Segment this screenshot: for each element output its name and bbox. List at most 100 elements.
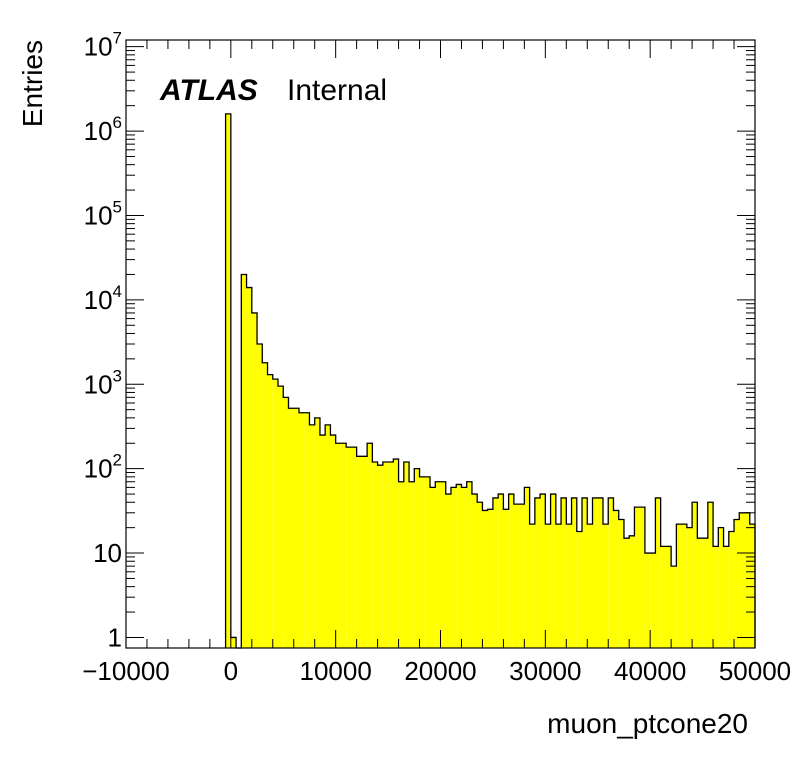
histogram-bar — [330, 435, 336, 648]
histogram-bar — [466, 481, 472, 648]
histogram-bar — [582, 497, 588, 648]
histogram-bar — [314, 417, 320, 648]
histogram-bar — [665, 546, 672, 648]
histogram-bar — [623, 538, 630, 648]
histogram-bar — [597, 497, 603, 648]
internal-label: Internal — [287, 74, 387, 107]
histogram-bar — [744, 512, 750, 648]
histogram-bar — [372, 461, 378, 648]
histogram-bar — [241, 274, 247, 648]
histogram-bar — [230, 637, 237, 648]
histogram-bar — [629, 535, 635, 648]
histogram-bar — [435, 481, 441, 648]
histogram-bar — [550, 494, 556, 648]
histogram-bar — [278, 386, 284, 648]
histogram-bar — [655, 497, 661, 648]
y-axis-title: Entries — [17, 40, 48, 127]
histogram-bar — [298, 412, 305, 648]
histogram-bar — [686, 527, 693, 648]
histogram-bar — [325, 424, 331, 648]
histogram-bar — [602, 524, 609, 648]
histogram-bar — [702, 538, 708, 648]
histogram-bar — [388, 461, 394, 648]
histogram-bar — [335, 443, 341, 648]
axis-ticks — [125, 40, 756, 648]
histogram-bar — [251, 312, 258, 648]
histogram-bar — [534, 497, 541, 648]
histogram-bar — [718, 527, 724, 648]
histogram-bar — [304, 412, 310, 648]
x-tick-label: 10000 — [300, 656, 372, 686]
histogram-bar — [561, 497, 567, 648]
histogram-bar — [519, 504, 525, 648]
histogram-bar — [246, 287, 252, 648]
histogram-bar — [728, 531, 735, 648]
x-tick-labels: −10000 0 10000 20000 30000 40000 50000 — [82, 656, 791, 686]
histogram-bar — [430, 487, 436, 648]
histogram-bar — [445, 494, 451, 648]
histogram-bar — [267, 374, 273, 648]
histogram-bar — [650, 553, 656, 648]
histogram-bar — [456, 484, 462, 648]
histogram-bar — [262, 362, 268, 648]
histogram-bar — [340, 443, 347, 648]
histogram-bar — [555, 524, 562, 648]
x-tick-label: 20000 — [404, 656, 476, 686]
histogram-bar — [508, 494, 514, 648]
y-tick-label: 10 — [93, 538, 122, 568]
histogram-bar — [450, 487, 457, 648]
histogram-bar — [414, 468, 420, 648]
histogram-bar — [482, 510, 488, 648]
histogram-bar — [351, 447, 357, 648]
histogram-bar — [393, 459, 399, 648]
histogram-bar — [734, 519, 740, 648]
histogram-bar — [419, 476, 425, 648]
histogram-bar — [492, 497, 499, 648]
histogram-bar — [545, 524, 551, 648]
atlas-label: ATLAS — [159, 74, 258, 107]
x-tick-label: 30000 — [509, 656, 581, 686]
histogram-bar — [272, 379, 279, 648]
histogram-bar — [293, 408, 299, 648]
histogram-bar — [319, 435, 326, 648]
y-tick-labels: 1 10 102 103 104 105 106 107 — [84, 29, 122, 653]
histogram-bar — [424, 476, 431, 648]
histogram-bar — [471, 494, 478, 648]
histogram-bar — [723, 546, 729, 648]
histogram-bar — [477, 502, 483, 648]
histogram-bar — [529, 524, 535, 648]
histogram-bar — [571, 497, 577, 648]
y-tick-label: 106 — [84, 113, 122, 146]
histogram-bar — [367, 443, 373, 648]
histogram-bar — [707, 502, 714, 648]
histogram-bar — [346, 447, 352, 648]
histogram-bar — [608, 497, 614, 648]
histogram-bar — [257, 344, 263, 648]
histogram-bar — [749, 524, 755, 648]
y-tick-label: 103 — [84, 366, 122, 399]
histogram-bar — [618, 519, 624, 648]
x-tick-label: 50000 — [719, 656, 791, 686]
histogram-bar — [692, 502, 698, 648]
y-tick-label: 1 — [108, 622, 122, 652]
histogram-bars — [224, 113, 756, 649]
x-tick-label: −10000 — [82, 656, 169, 686]
histogram-bar — [513, 504, 520, 648]
histogram-bar — [440, 481, 446, 648]
histogram-bar — [671, 566, 677, 648]
histogram-bar — [498, 494, 504, 648]
histogram-bar — [592, 497, 598, 648]
histogram-bar — [503, 509, 509, 648]
histogram-bar — [487, 509, 493, 648]
histogram-bar — [309, 424, 315, 648]
histogram-bar — [377, 465, 383, 648]
histogram-bar — [382, 461, 389, 648]
histogram-bar — [587, 524, 593, 648]
histogram-bar — [409, 481, 415, 648]
y-tick-label: 105 — [84, 197, 122, 230]
histogram-bar — [660, 546, 666, 648]
y-tick-label: 104 — [84, 282, 122, 315]
histogram-bar — [676, 524, 682, 648]
histogram-bar — [681, 524, 687, 648]
